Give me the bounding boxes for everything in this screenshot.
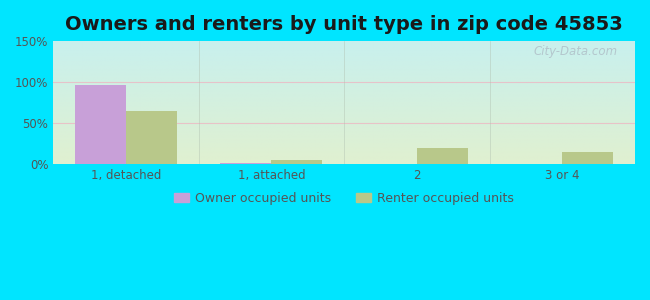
Bar [126, 111, 177, 164]
Title: Owners and renters by unit type in zip code 45853: Owners and renters by unit type in zip c… [65, 15, 623, 34]
Bar [75, 85, 126, 164]
Text: City-Data.com: City-Data.com [534, 45, 618, 58]
Legend: Owner occupied units, Renter occupied units: Owner occupied units, Renter occupied un… [169, 187, 519, 210]
Bar [272, 160, 322, 164]
Bar [562, 152, 613, 164]
Bar [417, 148, 468, 164]
